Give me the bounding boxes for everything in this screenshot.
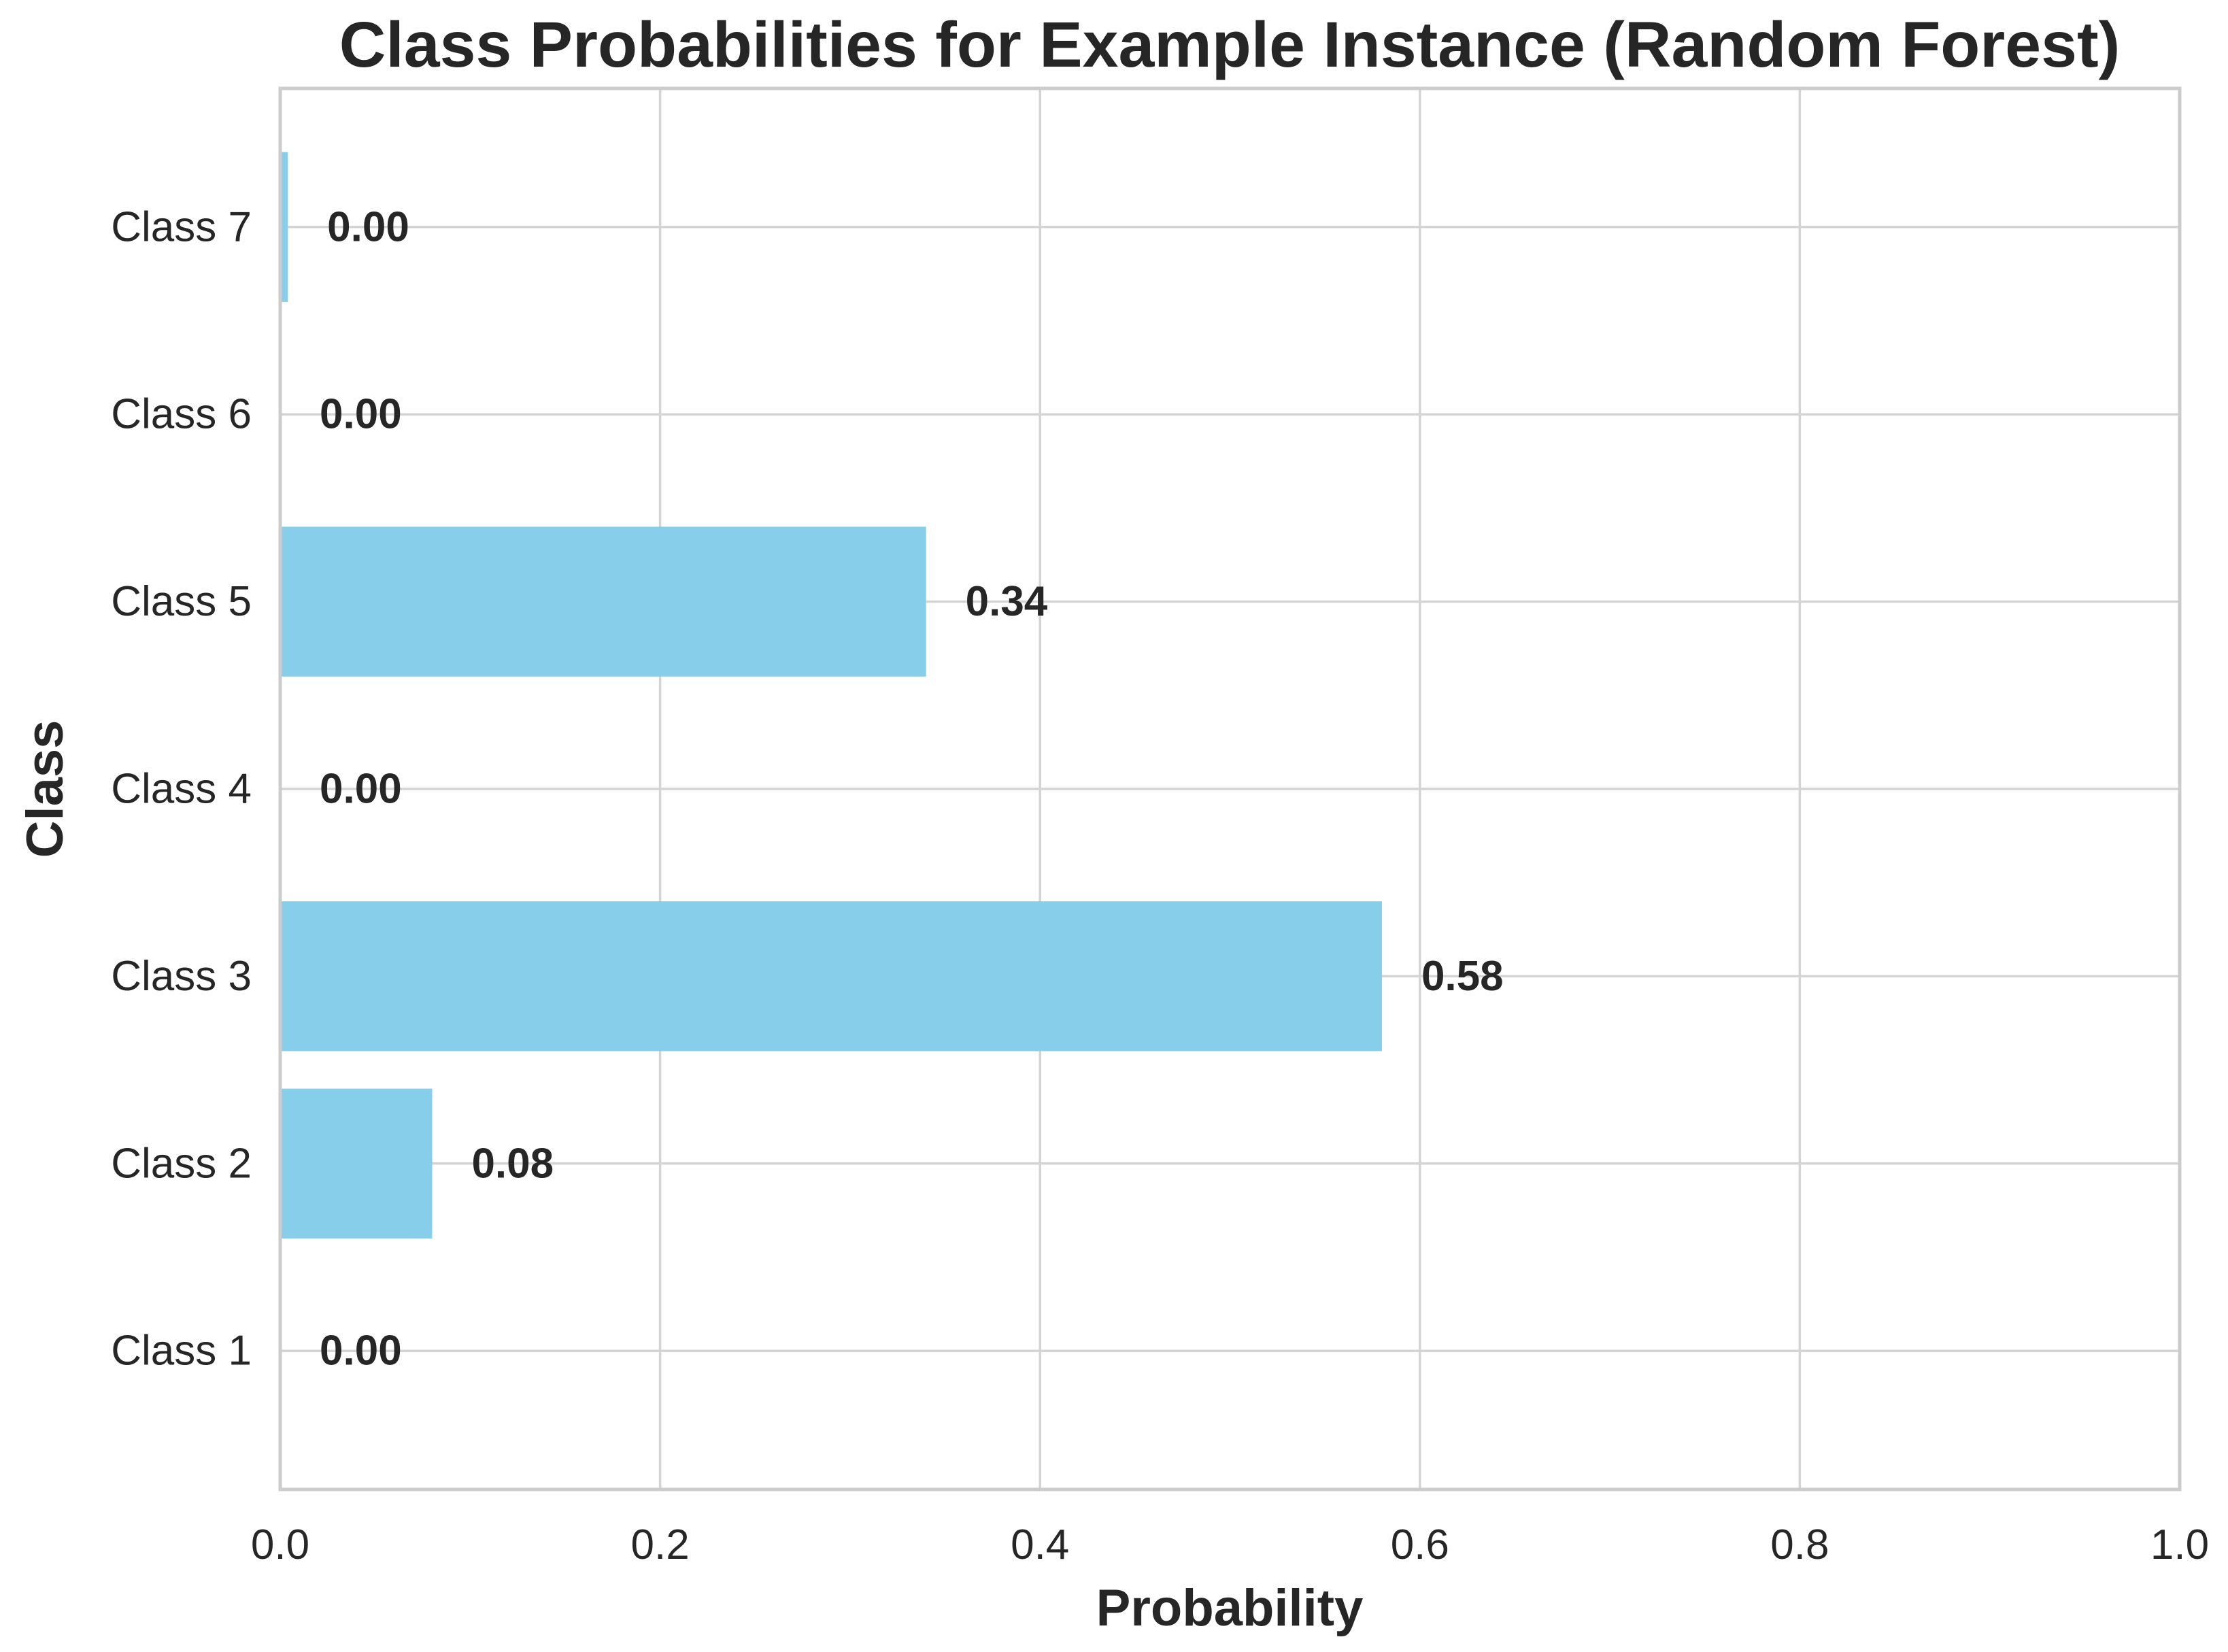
label-layer: 0.0 0.2 0.4 0.6 0.8 1.0 Class 1 0.00 Class 2 0.08… bbox=[111, 203, 2209, 1568]
bar-class-7 bbox=[280, 152, 288, 302]
y-tick-label: Class 2 bbox=[111, 1140, 252, 1187]
value-label: 0.00 bbox=[320, 391, 402, 438]
plot-border bbox=[278, 86, 2182, 1491]
bar-class-5 bbox=[280, 526, 926, 677]
y-tick-label: Class 3 bbox=[111, 953, 252, 1000]
value-label: 0.08 bbox=[471, 1140, 554, 1187]
chart-title: Class Probabilities for Example Instance… bbox=[339, 9, 2120, 81]
value-label: 0.00 bbox=[327, 203, 409, 250]
value-label: 0.58 bbox=[1421, 953, 1504, 1000]
y-tick-label: Class 1 bbox=[111, 1328, 252, 1375]
x-axis-label: Probability bbox=[1096, 1579, 1364, 1637]
y-tick-label: Class 6 bbox=[111, 391, 252, 438]
x-tick-label: 1.0 bbox=[2150, 1521, 2209, 1568]
y-tick-label: Class 7 bbox=[111, 203, 252, 250]
bar-layer bbox=[280, 152, 1382, 1238]
grid-layer bbox=[279, 88, 2181, 1489]
value-label: 0.34 bbox=[966, 578, 1048, 625]
value-label: 0.00 bbox=[320, 1328, 402, 1375]
bar-class-3 bbox=[280, 901, 1382, 1051]
x-tick-label: 0.0 bbox=[251, 1521, 309, 1568]
x-tick-label: 0.2 bbox=[630, 1521, 689, 1568]
y-tick-label: Class 5 bbox=[111, 578, 252, 625]
x-tick-label: 0.8 bbox=[1770, 1521, 1829, 1568]
y-tick-label: Class 4 bbox=[111, 766, 252, 813]
x-tick-label: 0.6 bbox=[1391, 1521, 1449, 1568]
x-tick-label: 0.4 bbox=[1011, 1521, 1069, 1568]
bar-class-2 bbox=[280, 1088, 433, 1238]
y-axis-label: Class bbox=[16, 720, 74, 858]
value-label: 0.00 bbox=[320, 766, 402, 813]
